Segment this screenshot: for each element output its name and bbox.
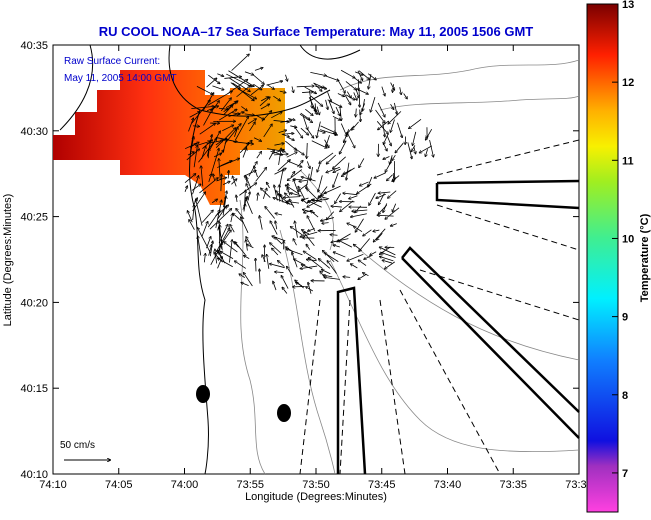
y-tick-label: 40:25 <box>20 212 48 224</box>
y-axis-label: Latitude (Degrees:Minutes) <box>2 194 14 327</box>
x-tick-label: 73:50 <box>302 479 330 491</box>
x-tick-label: 73:35 <box>499 479 527 491</box>
colorbar-tick-label: 12 <box>622 77 634 89</box>
marker-dot <box>277 404 291 422</box>
scale-label: 50 cm/s <box>60 440 95 451</box>
colorbar: 13 12 11 10 9 8 7 Temperature (°C) <box>587 0 651 512</box>
x-tick-label: 73:45 <box>368 479 396 491</box>
current-vector <box>228 171 229 179</box>
plot-area: Raw Surface Current: May 11, 2005 14:00 … <box>53 45 579 474</box>
x-tick-label: 74:00 <box>171 479 199 491</box>
x-tick-label: 73:40 <box>434 479 462 491</box>
x-tick-label: 73:55 <box>236 479 264 491</box>
y-tick-label: 40:30 <box>20 126 48 138</box>
colorbar-tick-label: 10 <box>622 233 634 245</box>
x-axis-label: Longitude (Degrees:Minutes) <box>245 491 387 503</box>
y-tick-label: 40:20 <box>20 297 48 309</box>
colorbar-tick-label: 11 <box>622 155 634 167</box>
colorbar-tick-label: 9 <box>622 312 628 324</box>
annotation-line-2: May 11, 2005 14:00 GMT <box>64 73 177 84</box>
y-tick-label: 40:15 <box>20 383 48 395</box>
colorbar-tick-label: 13 <box>622 0 634 11</box>
colorbar-tick-label: 8 <box>622 390 628 402</box>
colorbar-label: Temperature (°C) <box>639 213 651 302</box>
x-tick-label: 74:05 <box>105 479 133 491</box>
annotation-line-1: Raw Surface Current: <box>64 56 160 67</box>
y-tick-label: 40:35 <box>20 40 48 52</box>
marker-dot <box>196 385 210 403</box>
y-tick-label: 40:10 <box>20 469 48 481</box>
colorbar-tick-label: 7 <box>622 468 628 480</box>
chart-title: RU COOL NOAA–17 Sea Surface Temperature:… <box>99 24 534 39</box>
